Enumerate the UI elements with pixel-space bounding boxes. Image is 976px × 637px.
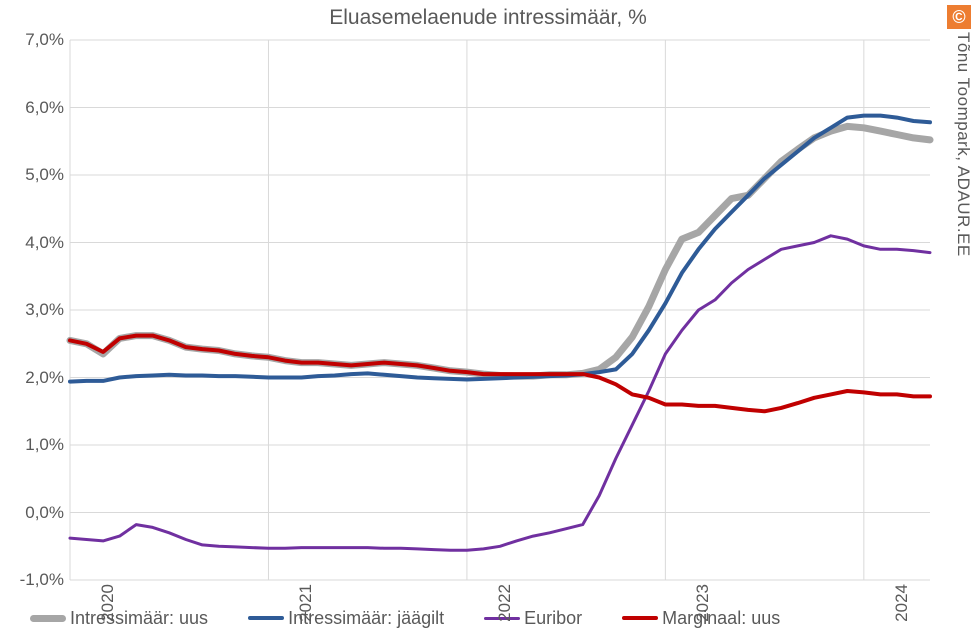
y-tick-label: 3,0% (8, 300, 64, 320)
gridlines (70, 40, 930, 580)
y-tick-label: 6,0% (8, 98, 64, 118)
copyright-badge: © (946, 4, 972, 30)
legend-label: Marginaal: uus (662, 608, 780, 629)
x-tick-label: 2020 (98, 584, 118, 622)
x-tick-label: 2024 (892, 584, 912, 622)
plot-area (70, 40, 930, 580)
series-marginaal (70, 336, 930, 412)
legend-label: Intressimäär: uus (70, 608, 208, 629)
y-tick-label: 0,0% (8, 503, 64, 523)
series-group (70, 116, 930, 551)
y-tick-label: 1,0% (8, 435, 64, 455)
y-tick-label: 7,0% (8, 30, 64, 50)
series-jaagilt (70, 116, 930, 382)
x-tick-label: 2021 (296, 584, 316, 622)
x-tick-label: 2022 (495, 584, 515, 622)
y-tick-label: 5,0% (8, 165, 64, 185)
y-tick-label: 2,0% (8, 368, 64, 388)
y-tick-label: -1,0% (8, 570, 64, 590)
legend-swatch (622, 616, 658, 620)
series-uus (70, 126, 930, 376)
plot-svg (70, 40, 930, 580)
series-euribor (70, 236, 930, 551)
chart-title: Eluasemelaenude intressimäär, % (0, 6, 976, 30)
chart-container: Eluasemelaenude intressimäär, % © Tõnu T… (0, 0, 976, 637)
legend-label: Euribor (524, 608, 582, 629)
legend-swatch (248, 616, 284, 620)
x-tick-label: 2023 (693, 584, 713, 622)
legend-swatch (30, 615, 66, 622)
y-tick-label: 4,0% (8, 233, 64, 253)
legend-item-jaagilt: Intressimäär: jäägilt (248, 608, 444, 629)
attribution-text: Tõnu Toompark, ADAUR.EE (953, 32, 973, 257)
legend-item-uus: Intressimäär: uus (30, 608, 208, 629)
